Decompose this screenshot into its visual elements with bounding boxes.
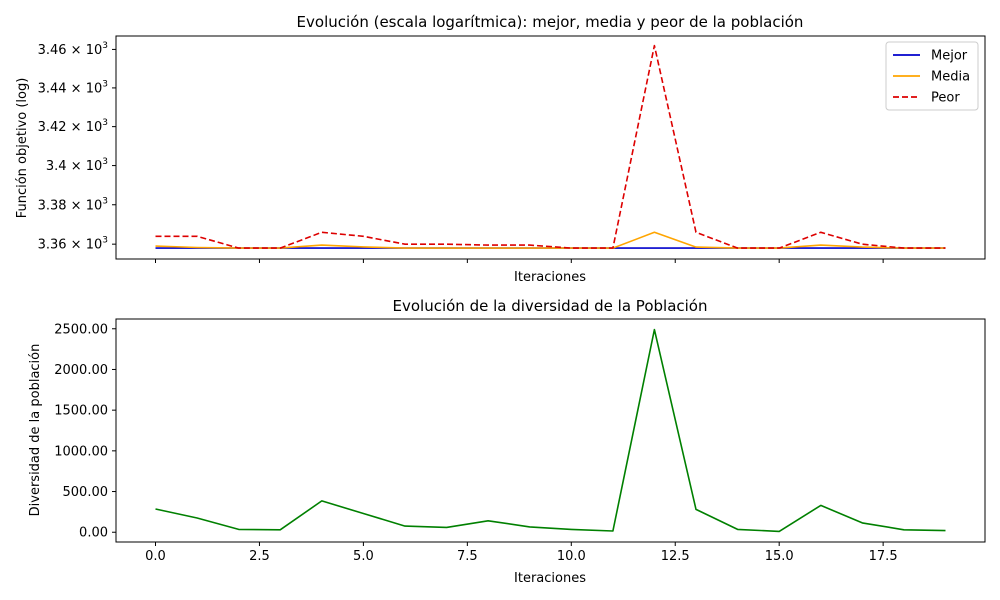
y-tick-mantissa: 3.44 × 10 [38,81,103,96]
top-y-axis-label: Función objetivo (log) [15,78,30,219]
x-tick-label: 12.5 [661,549,690,564]
bottom-x-axis-label: Iteraciones [514,571,586,586]
x-tick-label: 10.0 [557,549,586,564]
top-x-axis-label: Iteraciones [514,270,586,285]
y-tick-label: 3.44 × 103 [38,79,108,96]
y-tick-mantissa: 3.46 × 10 [38,43,103,58]
top-chart-title: Evolución (escala logarítmica): mejor, m… [297,13,804,31]
bottom-plot-frame [115,318,986,543]
y-tick-exponent: 3 [102,157,108,167]
legend-label-peor: Peor [931,91,960,106]
y-tick-exponent: 3 [102,118,108,128]
y-tick-label: 500.00 [63,485,109,500]
series-line-peor [155,44,946,249]
legend-label-media: Media [931,70,970,85]
y-tick-exponent: 3 [102,196,108,206]
y-tick-label: 1500.00 [54,404,108,419]
diversity-chart: Evolución de la diversidad de la Poblaci… [28,297,986,586]
legend-frame [885,41,979,111]
log-evolution-chart: Evolución (escala logarítmica): mejor, m… [15,13,986,285]
y-tick-mantissa: 3.4 × 10 [46,159,102,174]
x-tick-label: 2.5 [249,549,270,564]
bottom-y-ticks: 0.00 500.00 1000.00 1500.00 2000.00 2500.00 [54,322,116,541]
y-tick-label: 0.00 [79,526,108,541]
y-tick-label: 3.38 × 103 [38,196,108,213]
x-tick-label: 7.5 [457,549,478,564]
x-tick-label: 15.0 [765,549,794,564]
top-series-lines [155,44,946,249]
y-tick-exponent: 3 [102,79,108,89]
y-tick-mantissa: 3.42 × 10 [38,120,103,135]
bottom-chart-title: Evolución de la diversidad de la Poblaci… [393,297,708,315]
y-tick-label: 3.4 × 103 [46,157,108,174]
bottom-y-axis-label: Diversidad de la población [28,344,43,517]
y-tick-mantissa: 3.38 × 10 [38,198,103,213]
bottom-x-ticks: 0.0 2.5 5.0 7.5 10.0 12.5 15.0 17.5 [145,542,898,564]
y-tick-label: 3.46 × 103 [38,41,108,58]
y-tick-label: 3.42 × 103 [38,118,108,135]
series-line-media [155,231,946,249]
top-x-ticks [155,259,884,263]
bottom-series-lines [155,328,946,533]
y-tick-exponent: 3 [102,41,108,51]
x-tick-label: 17.5 [869,549,898,564]
x-tick-label: 5.0 [353,549,374,564]
y-tick-label: 1000.00 [54,444,108,459]
y-tick-label: 3.36 × 103 [38,236,108,253]
y-tick-label: 2500.00 [54,322,108,337]
top-legend: Mejor Media Peor [885,41,979,111]
y-tick-label: 2000.00 [54,363,108,378]
y-tick-exponent: 3 [102,236,108,246]
top-plot-frame [115,35,986,260]
y-tick-mantissa: 3.36 × 10 [38,238,103,253]
x-tick-label: 0.0 [145,549,166,564]
legend-label-mejor: Mejor [931,49,968,64]
series-line-series-0 [155,328,946,533]
